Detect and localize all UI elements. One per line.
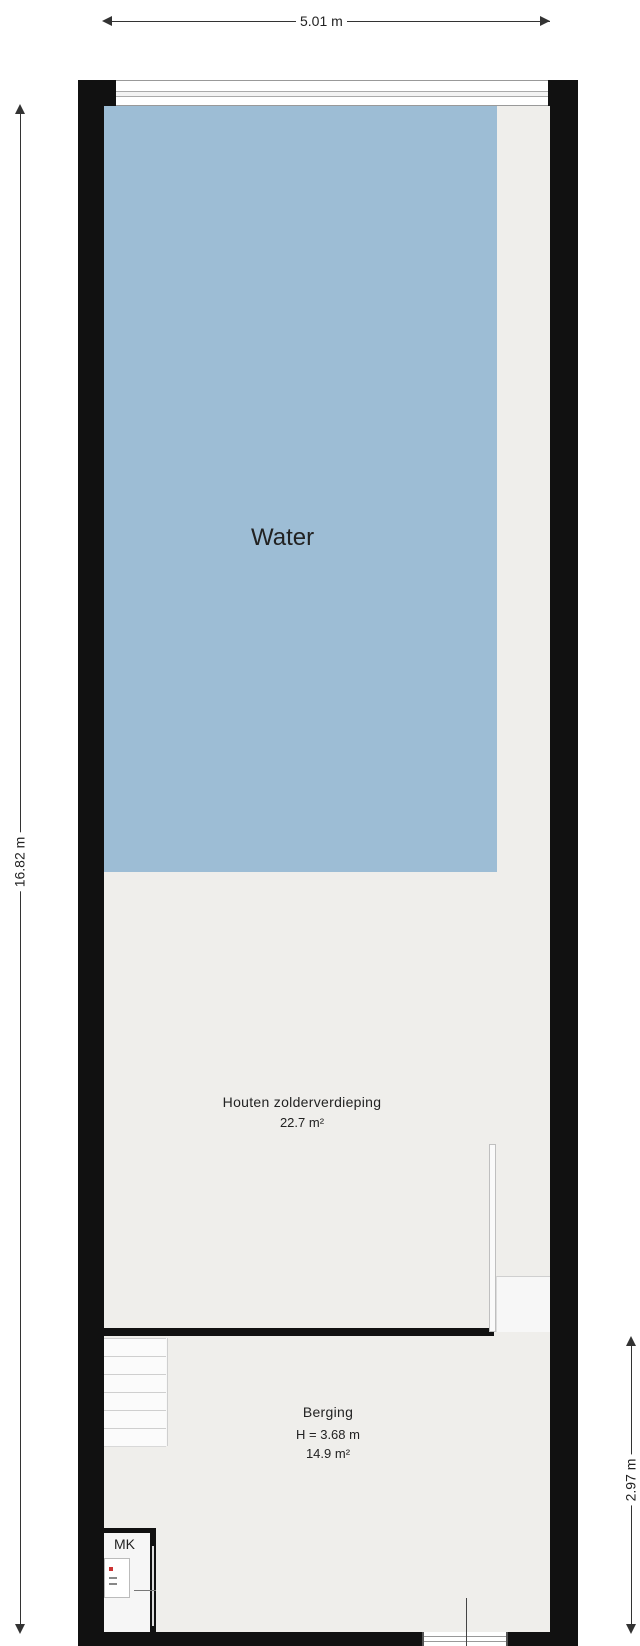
partition-panel [496, 1276, 550, 1332]
meter-label: MK [114, 1536, 135, 1552]
attic-area: 22.7 m² [279, 1115, 325, 1130]
top-window [116, 80, 548, 106]
left-wall [78, 80, 104, 1632]
top-wall-right [548, 80, 578, 106]
width-label: 5.01 m [296, 13, 347, 29]
water-label: Water [251, 524, 315, 551]
top-wall-left [78, 80, 116, 106]
storage-name: Berging [302, 1404, 354, 1420]
right-label: 2.97 m [622, 1454, 639, 1506]
meter-cupboard: MK [104, 1528, 156, 1632]
attic-name: Houten zolderverdieping [222, 1094, 382, 1110]
divider-wall [104, 1328, 494, 1336]
door-marker [466, 1598, 467, 1646]
right-wall [550, 80, 578, 1632]
storage-height: H = 3.68 m [296, 1427, 360, 1442]
height-label: 16.82 m [11, 832, 28, 892]
partition-wall [489, 1144, 496, 1332]
staircase [104, 1338, 168, 1447]
bottom-door [422, 1632, 508, 1646]
storage-area: 14.9 m² [305, 1446, 351, 1461]
water-area [104, 106, 497, 872]
meter-device [104, 1558, 130, 1598]
